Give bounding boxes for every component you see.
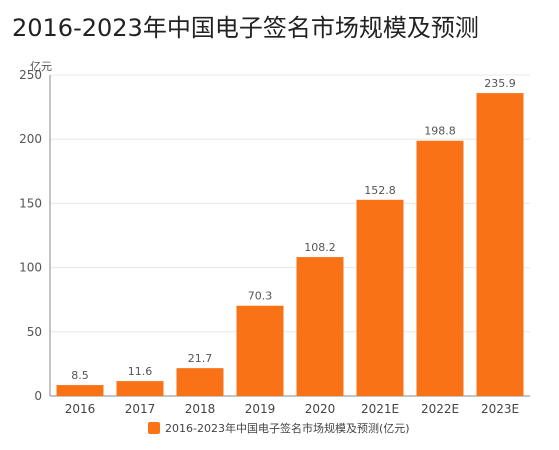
x-tick-label-2016: 2016: [65, 402, 96, 416]
x-tick-label-2020: 2020: [305, 402, 336, 416]
x-tick-label-2023E: 2023E: [481, 402, 519, 416]
x-tick-label-2021E: 2021E: [361, 402, 399, 416]
labels: 亿元 0 50 100 150 200 250 8.5 2016 11.6 2017 21.7 2018…: [19, 60, 519, 416]
x-tick-label-2022E: 2022E: [421, 402, 459, 416]
x-tick-label-2017: 2017: [125, 402, 156, 416]
data-label-2016: 8.5: [71, 369, 89, 382]
x-tick-label-2019: 2019: [245, 402, 276, 416]
legend-label: 2016-2023年中国电子签名市场规模及预测(亿元): [165, 421, 410, 435]
bar-2017: [116, 381, 164, 396]
y-tick-label: 50: [27, 325, 42, 339]
y-axis-unit-label: 亿元: [30, 60, 52, 73]
bar-2020: [296, 257, 344, 396]
y-tick-label: 100: [19, 261, 42, 275]
data-label-2019: 70.3: [248, 290, 273, 303]
chart-title: 2016-2023年中国电子签名市场规模及预测: [12, 14, 479, 42]
y-tick-label: 150: [19, 196, 42, 210]
y-tick-label: 0: [34, 389, 42, 403]
data-label-2023E: 235.9: [484, 77, 516, 90]
data-label-2021E: 152.8: [364, 184, 396, 197]
bar-2016: [56, 385, 104, 396]
y-tick-label: 200: [19, 132, 42, 146]
legend-swatch: [148, 422, 160, 434]
data-label-2018: 21.7: [188, 352, 213, 365]
bar-2018: [176, 368, 224, 396]
legend: 2016-2023年中国电子签名市场规模及预测(亿元): [148, 421, 410, 435]
y-tick-label: 250: [19, 68, 42, 82]
bar-2021E: [356, 199, 404, 396]
bar-2019: [236, 305, 284, 396]
bars: [56, 93, 524, 396]
x-tick-label-2018: 2018: [185, 402, 216, 416]
data-label-2017: 11.6: [128, 365, 153, 378]
bar-2022E: [416, 140, 464, 396]
data-label-2022E: 198.8: [424, 125, 456, 138]
bar-2023E: [476, 93, 524, 396]
data-label-2020: 108.2: [304, 241, 336, 254]
